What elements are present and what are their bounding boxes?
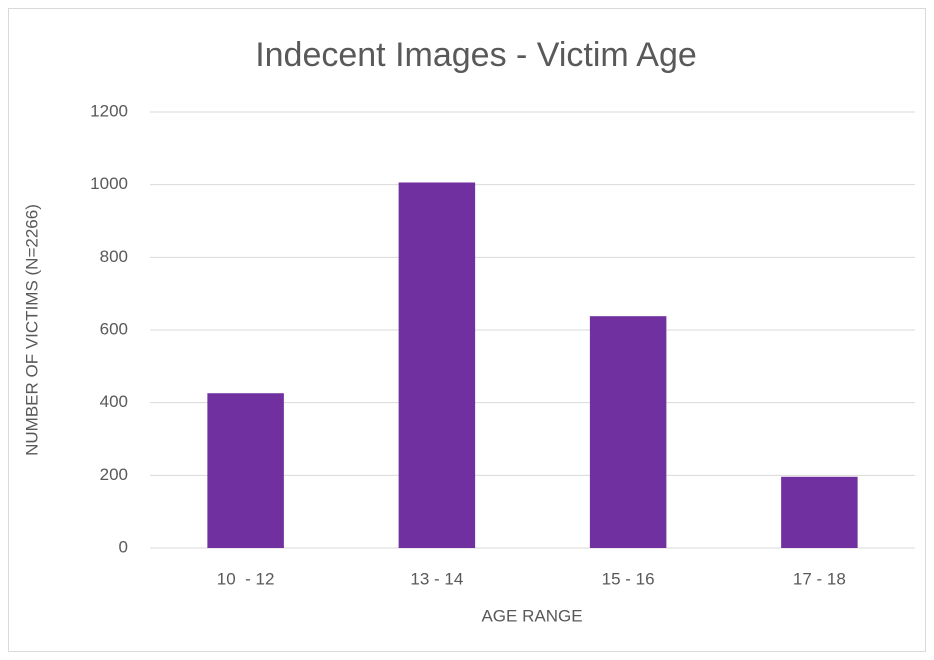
y-tick-label: 0 [119, 537, 128, 556]
bar [398, 182, 476, 548]
chart-title: Indecent Images - Victim Age [255, 36, 697, 74]
y-tick-label: 800 [100, 247, 128, 266]
y-axis-label: NUMBER OF VICTIMS (N=2266) [22, 204, 41, 456]
x-tick-label: 15 - 16 [602, 569, 655, 588]
y-tick-label: 600 [100, 319, 128, 338]
bar [207, 393, 284, 548]
y-tick-label: 1200 [90, 101, 128, 120]
bar [781, 476, 858, 548]
y-tick-label: 200 [100, 465, 128, 484]
x-tick-label: 10 - 12 [217, 569, 275, 588]
x-tick-label: 17 - 18 [793, 569, 846, 588]
x-axis-label: AGE RANGE [481, 606, 582, 625]
bar [589, 316, 667, 548]
x-tick-label: 13 - 14 [410, 569, 463, 588]
y-tick-label: 1000 [90, 174, 128, 193]
y-tick-label: 400 [100, 392, 128, 411]
